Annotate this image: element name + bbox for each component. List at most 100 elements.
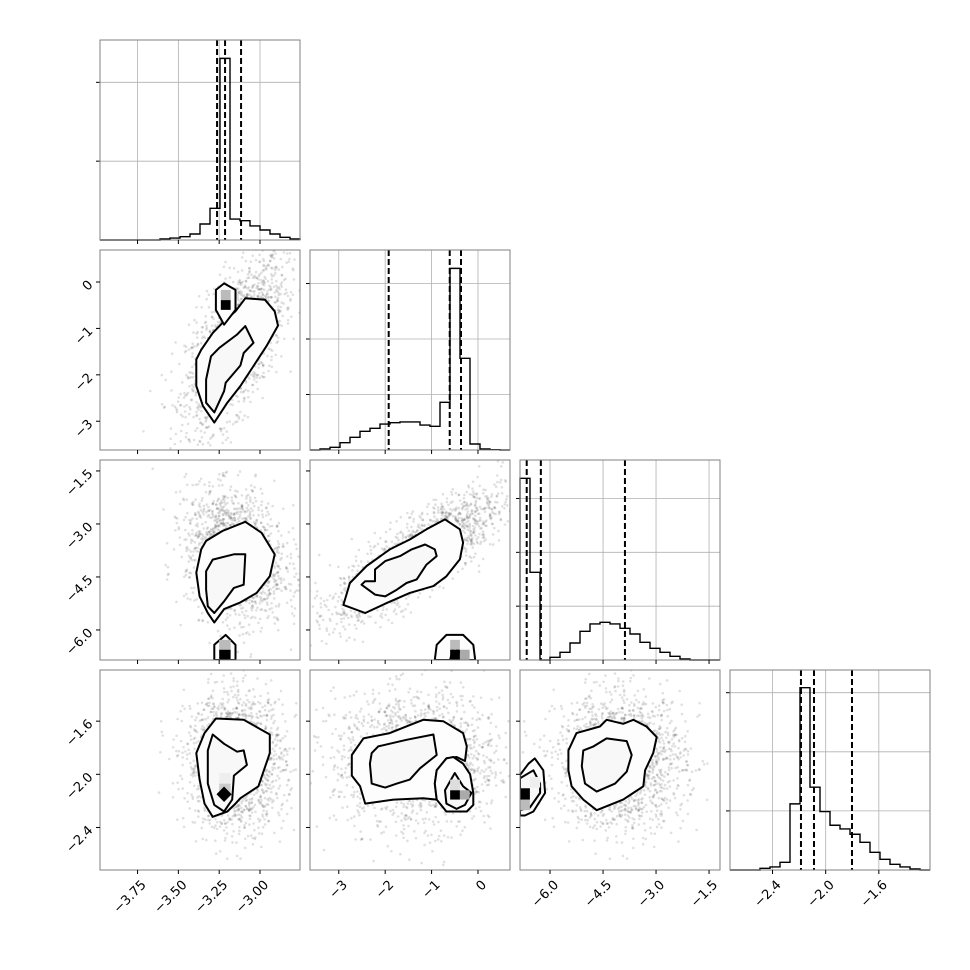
- sample-point: [259, 608, 262, 612]
- sample-point: [236, 292, 239, 295]
- sample-point: [219, 427, 222, 431]
- sample-point: [200, 611, 204, 615]
- sample-point: [277, 574, 280, 578]
- sample-point: [260, 592, 264, 595]
- sample-point: [216, 820, 219, 824]
- sample-point: [281, 769, 285, 772]
- sample-point: [283, 585, 287, 589]
- sample-point: [254, 595, 257, 598]
- sample-point: [236, 270, 240, 274]
- sample-point: [280, 301, 284, 304]
- sample-point: [264, 727, 267, 730]
- sample-point: [216, 506, 219, 510]
- sample-point: [248, 598, 252, 602]
- sample-point: [261, 788, 264, 791]
- scatter-panel: [96, 669, 301, 874]
- sample-point: [265, 714, 269, 718]
- sample-point: [236, 395, 239, 398]
- sample-point: [274, 271, 277, 275]
- sample-point: [240, 713, 243, 717]
- sample-point: [259, 630, 263, 633]
- sample-point: [171, 781, 175, 785]
- sample-point: [170, 352, 174, 356]
- sample-point: [188, 518, 191, 522]
- sample-point: [267, 803, 270, 806]
- sample-point: [261, 269, 265, 272]
- sample-point: [226, 710, 230, 713]
- sample-point: [284, 232, 287, 235]
- sample-point: [224, 277, 227, 281]
- sample-point: [217, 519, 220, 522]
- sample-point: [267, 588, 271, 592]
- sample-point: [235, 420, 239, 423]
- sample-point: [177, 396, 181, 399]
- sample-point: [297, 584, 300, 587]
- sample-point: [201, 817, 205, 820]
- sample-point: [230, 496, 234, 499]
- sample-point: [208, 330, 212, 334]
- sample-point: [196, 343, 200, 346]
- sample-point: [261, 279, 265, 283]
- sample-point: [184, 394, 187, 398]
- sample-point: [250, 488, 253, 492]
- sample-point: [193, 599, 196, 602]
- sample-point: [235, 521, 239, 524]
- sample-point: [191, 346, 194, 349]
- sample-point: [189, 557, 192, 560]
- sample-point: [267, 702, 270, 705]
- sample-point: [189, 376, 193, 379]
- sample-point: [252, 370, 255, 374]
- sample-point: [185, 483, 189, 487]
- sample-point: [197, 294, 201, 298]
- sample-point: [247, 389, 250, 393]
- sample-point: [177, 527, 181, 531]
- sample-point: [249, 516, 252, 520]
- sample-point: [307, 280, 310, 283]
- sample-point: [198, 530, 202, 533]
- sample-point: [246, 287, 249, 290]
- sample-point: [270, 287, 273, 291]
- sample-point: [234, 394, 238, 398]
- sample-point: [185, 431, 188, 435]
- sample-point: [253, 695, 256, 698]
- sample-point: [257, 362, 260, 366]
- sample-point: [186, 391, 190, 395]
- sample-point: [290, 806, 293, 810]
- sample-point: [244, 821, 248, 825]
- sample-point: [257, 799, 260, 802]
- sample-point: [215, 507, 219, 511]
- sample-point: [242, 389, 246, 393]
- sample-point: [274, 252, 277, 255]
- sample-point: [265, 814, 269, 817]
- sample-point: [262, 352, 266, 355]
- sample-point: [263, 528, 267, 532]
- sample-point: [245, 501, 248, 505]
- sample-point: [197, 504, 201, 507]
- sample-point: [223, 495, 226, 498]
- sample-point: [261, 789, 264, 792]
- sample-point: [210, 435, 214, 439]
- sample-point: [232, 695, 235, 699]
- sample-point: [266, 534, 270, 538]
- sample-point: [270, 274, 274, 278]
- sample-point: [217, 517, 220, 520]
- sample-point: [195, 741, 198, 744]
- sample-point: [212, 527, 215, 530]
- sample-point: [262, 375, 265, 379]
- sample-point: [267, 512, 271, 516]
- sample-point: [263, 598, 266, 601]
- sample-point: [276, 617, 279, 621]
- sample-point: [270, 524, 274, 528]
- sample-point: [193, 541, 197, 544]
- sample-point: [195, 332, 198, 335]
- sample-point: [276, 583, 279, 586]
- sample-point: [282, 578, 286, 581]
- sample-point: [277, 285, 281, 289]
- sample-point: [257, 244, 260, 247]
- sample-point: [276, 296, 280, 300]
- sample-point: [249, 834, 253, 837]
- sample-point: [277, 602, 281, 606]
- sample-point: [209, 695, 213, 699]
- sample-point: [261, 363, 265, 367]
- sample-point: [267, 347, 271, 350]
